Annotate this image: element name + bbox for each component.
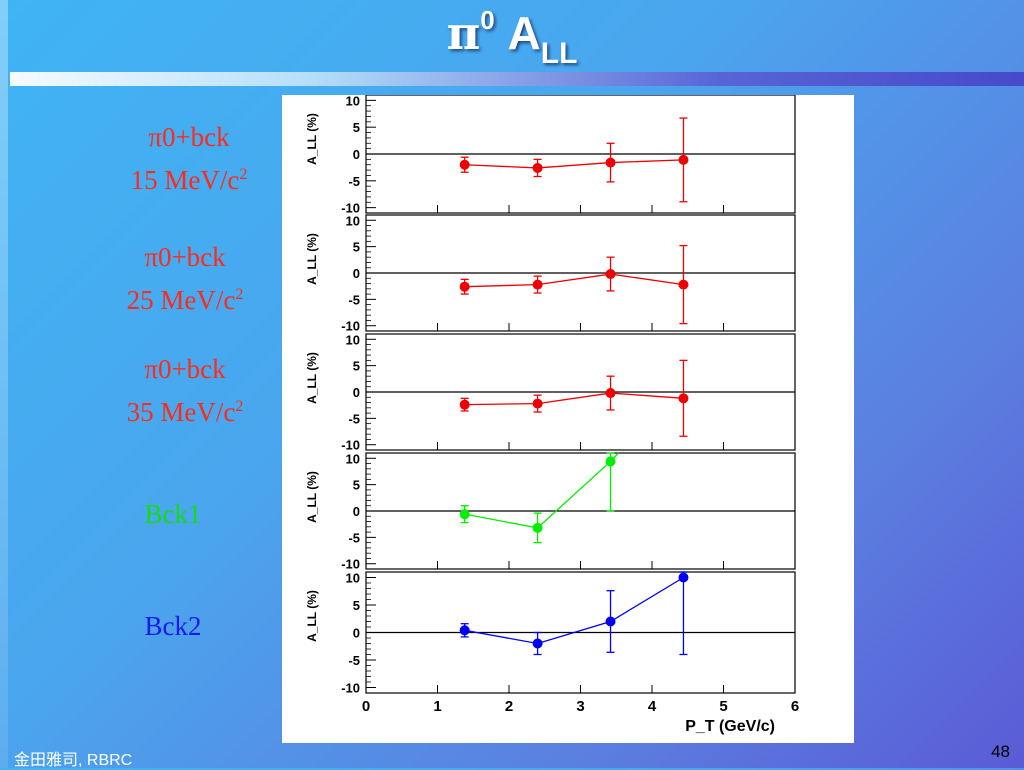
- panel-label-3-line2: 35 MeV/c: [126, 397, 236, 427]
- panel-4-series-line: [464, 452, 620, 529]
- panel-5-y-tick-label: 10: [346, 571, 360, 586]
- page-number: 48: [991, 742, 1010, 761]
- panel-5-data-point: [678, 572, 689, 583]
- panel-3-y-tick-label: -5: [348, 411, 360, 426]
- panel-1-y-tick-label: 0: [353, 147, 360, 162]
- x-tick-label: 0: [362, 698, 370, 715]
- panel-3-y-axis-label: A_LL (%): [305, 352, 319, 404]
- panel-1-data-point: [532, 162, 543, 173]
- panel-2-y-tick-label: 0: [353, 266, 360, 281]
- x-tick-label: 2: [505, 698, 513, 715]
- panel-1-y-tick-label: 10: [346, 95, 360, 108]
- panel-2-y-tick-label: 5: [353, 240, 360, 255]
- panel-label-3-sup: 2: [235, 398, 244, 415]
- panel-1-data-point: [459, 159, 470, 170]
- panel-1-y-tick-label: -10: [341, 201, 360, 216]
- panel-1-y-tick-label: 5: [353, 120, 360, 135]
- panel-2-y-axis-label: A_LL (%): [305, 233, 319, 285]
- panel-3-data-point: [532, 398, 543, 409]
- footer-author: 金田雅司, RBRC: [14, 752, 133, 769]
- panel-5-data-point: [459, 625, 470, 636]
- panel-5-y-axis-label: A_LL (%): [305, 590, 319, 642]
- panel-1-y-tick-label: -5: [348, 174, 360, 189]
- x-tick-label: 3: [576, 698, 584, 715]
- panel-5-y-tick-label: 5: [353, 598, 360, 613]
- plot-area: 10 5 0 -5 -10 A_LL (%) 10 5 0 -5 -10 A_LL (%) 10 5 0 -5…: [282, 95, 854, 743]
- panel-4-data-point: [605, 456, 616, 467]
- panel-2-y-tick-label: 10: [346, 213, 360, 228]
- panel-3-y-tick-label: 10: [346, 332, 360, 347]
- panel-4-y-tick-label: 0: [353, 504, 360, 519]
- panel-5-y-tick-label: -10: [341, 681, 360, 696]
- panel-5-series-line: [464, 576, 684, 645]
- panel-label-2-line1: π0+bck: [144, 242, 226, 272]
- x-tick-label: 6: [791, 698, 799, 715]
- title-subscript: LL: [540, 37, 578, 71]
- panel-label-1-sup: 2: [239, 166, 248, 183]
- x-tick-label: 4: [648, 698, 657, 715]
- panel-3-y-tick-label: -10: [341, 438, 360, 453]
- panel-5-y-tick-label: -5: [348, 653, 360, 668]
- panel-1-y-axis-label: A_LL (%): [305, 113, 319, 165]
- panel-4-y-axis-label: A_LL (%): [305, 471, 319, 523]
- slide-title: π0 ALL: [0, 4, 1024, 71]
- panel-label-4-line1: Bck1: [144, 499, 202, 529]
- panel-label-4: Bck1: [78, 495, 268, 533]
- panel-2-y-tick-label: -5: [348, 292, 360, 307]
- panel-4-y-tick-label: -5: [348, 530, 360, 545]
- title-pi-symbol: π: [446, 6, 481, 60]
- title-superscript: 0: [480, 4, 495, 35]
- panel-1-data-point: [678, 154, 689, 165]
- panel-4-data-point: [532, 522, 543, 533]
- panel-1-data-point: [605, 157, 616, 168]
- panel-1-series-line: [464, 159, 684, 169]
- panel-2-data-point: [678, 279, 689, 290]
- panel-5-data-point: [532, 638, 543, 649]
- panel-label-3-line1: π0+bck: [144, 354, 226, 384]
- panel-label-3: π0+bck 35 MeV/c2: [90, 350, 280, 431]
- panel-3-data-point: [678, 393, 689, 404]
- panel-3-series-line: [464, 392, 684, 406]
- panel-4-y-tick-label: 10: [346, 451, 360, 466]
- panel-label-2-line2: 25 MeV/c: [126, 285, 236, 315]
- panel-3-y-tick-label: 5: [353, 359, 360, 374]
- panel-2-data-point: [459, 281, 470, 292]
- panel-label-1-line1: π0+bck: [148, 122, 230, 152]
- panel-5-data-point: [605, 616, 616, 627]
- panel-4-data-point: [459, 509, 470, 520]
- panel-2-y-tick-label: -10: [341, 319, 360, 334]
- panel-3-y-tick-label: 0: [353, 385, 360, 400]
- panel-3-data-point: [459, 399, 470, 410]
- panel-3-data-point: [605, 388, 616, 399]
- title-underline-bar: [10, 72, 1024, 86]
- panel-5-y-tick-label: 0: [353, 626, 360, 641]
- panel-2-data-point: [605, 269, 616, 280]
- x-axis-label: P_T (GeV/c): [685, 718, 775, 735]
- panel-label-1: π0+bck 15 MeV/c2: [94, 118, 284, 199]
- x-tick-label: 5: [719, 698, 727, 715]
- panel-4-y-tick-label: -10: [341, 557, 360, 572]
- x-tick-label: 1: [433, 698, 441, 715]
- panel-label-5-line1: Bck2: [144, 611, 202, 641]
- panel-4-y-tick-label: 5: [353, 478, 360, 493]
- panel-label-2: π0+bck 25 MeV/c2: [90, 238, 280, 319]
- panel-label-1-line2: 15 MeV/c: [130, 165, 240, 195]
- panel-label-5: Bck2: [78, 607, 268, 645]
- title-main: A: [507, 7, 541, 59]
- left-edge-highlight: [0, 0, 8, 768]
- panel-2-series-line: [464, 273, 684, 288]
- panel-2-data-point: [532, 279, 543, 290]
- panel-label-2-sup: 2: [235, 286, 244, 303]
